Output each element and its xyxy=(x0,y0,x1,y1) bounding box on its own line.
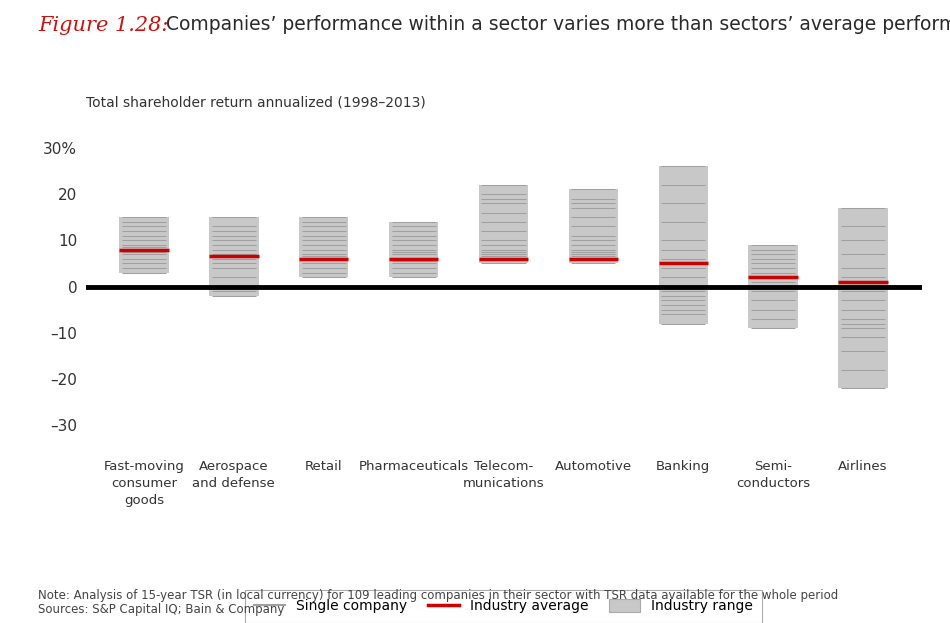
Text: Companies’ performance within a sector varies more than sectors’ average perform: Companies’ performance within a sector v… xyxy=(166,15,950,34)
Text: Figure 1.28:: Figure 1.28: xyxy=(38,16,168,34)
Text: Note: Analysis of 15-year TSR (in local currency) for 109 leading companies in t: Note: Analysis of 15-year TSR (in local … xyxy=(38,589,838,602)
Bar xyxy=(389,222,438,277)
Bar xyxy=(479,185,528,264)
Text: Total shareholder return annualized (1998–2013): Total shareholder return annualized (199… xyxy=(86,95,426,109)
Bar xyxy=(658,166,708,323)
Bar xyxy=(749,245,798,328)
Bar xyxy=(569,189,618,264)
Bar xyxy=(299,217,349,277)
Legend: Single company, Industry average, Industry range: Single company, Industry average, Indust… xyxy=(245,589,762,623)
Text: Sources: S&P Capital IQ; Bain & Company: Sources: S&P Capital IQ; Bain & Company xyxy=(38,603,284,616)
Bar xyxy=(119,217,169,273)
Bar xyxy=(209,217,258,296)
Bar xyxy=(838,208,888,388)
